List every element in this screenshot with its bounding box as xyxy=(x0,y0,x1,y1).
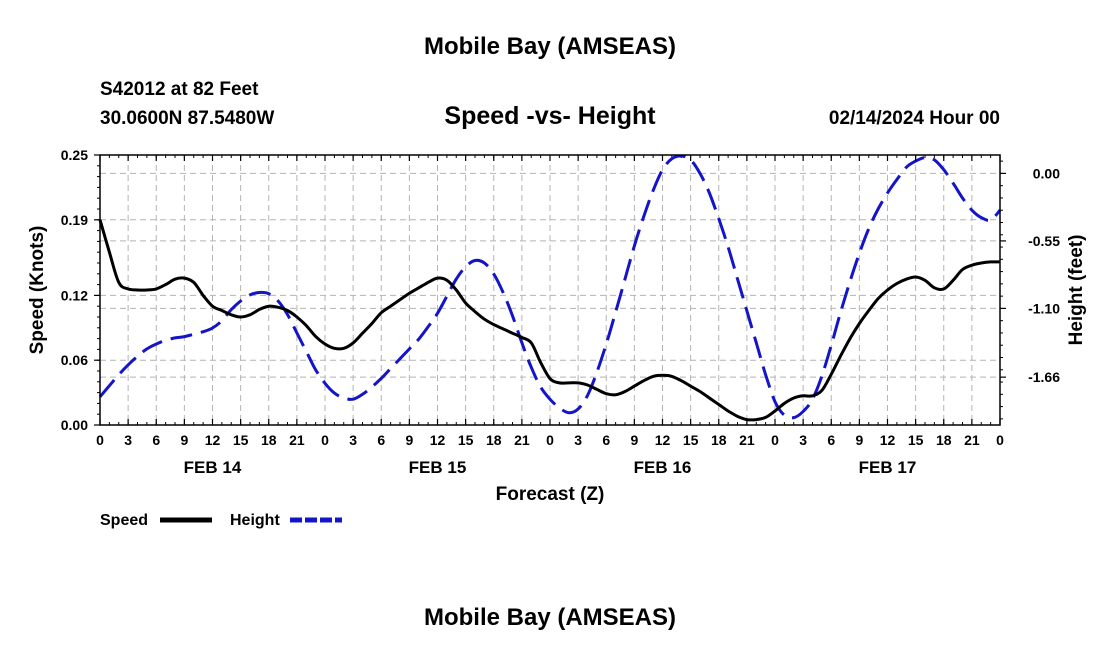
x-tick-label: 0 xyxy=(771,432,779,448)
day-label: FEB 15 xyxy=(409,458,467,477)
y-right-tick-label: -1.66 xyxy=(1028,369,1060,385)
x-tick-label: 3 xyxy=(574,432,582,448)
x-tick-label: 6 xyxy=(152,432,160,448)
x-tick-label: 18 xyxy=(936,432,952,448)
chart-subtitle: Speed -vs- Height xyxy=(444,102,656,130)
y-right-tick-label: -1.10 xyxy=(1028,300,1060,316)
x-tick-label: 15 xyxy=(233,432,249,448)
speed-series-line xyxy=(98,219,1001,422)
y-right-tick-label: -0.55 xyxy=(1028,233,1060,249)
x-tick-label: 21 xyxy=(739,432,755,448)
y-right-axis-ticks: 0.00 -0.55 -1.10 -1.66 xyxy=(1000,165,1060,385)
x-tick-label: 3 xyxy=(799,432,807,448)
x-tick-label: 18 xyxy=(486,432,502,448)
day-label: FEB 16 xyxy=(634,458,692,477)
x-axis-label: Forecast (Z) xyxy=(496,484,605,505)
legend-speed-label: Speed xyxy=(100,512,148,529)
x-tick-label: 15 xyxy=(683,432,699,448)
x-tick-label: 3 xyxy=(124,432,132,448)
grid xyxy=(100,155,1000,425)
x-tick-label: 21 xyxy=(289,432,305,448)
x-tick-label: 9 xyxy=(630,432,638,448)
y-left-tick-label: 0.12 xyxy=(61,287,88,303)
x-tick-label: 0 xyxy=(321,432,329,448)
x-tick-label: 6 xyxy=(377,432,385,448)
x-axis-ticks: 0 3 6 9 12 15 18 21 0 3 6 9 12 15 18 21 0 3 6 9 12 15 18 21 0 3 6 9… xyxy=(96,155,1004,448)
y-left-axis-label: Speed (Knots) xyxy=(27,226,48,355)
y-left-tick-label: 0.06 xyxy=(61,352,88,368)
y-left-axis-ticks: 0.00 0.06 0.12 0.19 0.25 xyxy=(61,147,100,433)
y-left-tick-label: 0.19 xyxy=(61,212,88,228)
day-labels: FEB 14 FEB 15 FEB 16 FEB 17 xyxy=(184,458,917,477)
x-tick-label: 3 xyxy=(349,432,357,448)
location-label: 30.0600N 87.5480W xyxy=(100,108,274,129)
y-right-axis-label: Height (feet) xyxy=(1066,235,1087,346)
x-tick-label: 12 xyxy=(205,432,221,448)
height-series-line xyxy=(98,154,1002,420)
day-label: FEB 14 xyxy=(184,458,242,477)
x-tick-label: 6 xyxy=(602,432,610,448)
x-tick-label: 6 xyxy=(827,432,835,448)
x-tick-label: 9 xyxy=(855,432,863,448)
x-tick-label: 15 xyxy=(458,432,474,448)
run-time-label: 02/14/2024 Hour 00 xyxy=(829,108,1000,129)
x-tick-label: 21 xyxy=(514,432,530,448)
x-tick-label: 12 xyxy=(655,432,671,448)
legend: Speed Height xyxy=(100,512,342,529)
x-tick-label: 9 xyxy=(180,432,188,448)
x-tick-label: 9 xyxy=(405,432,413,448)
x-tick-label: 12 xyxy=(880,432,896,448)
x-tick-label: 21 xyxy=(964,432,980,448)
x-tick-label: 0 xyxy=(546,432,554,448)
chart-title-repeat: Mobile Bay (AMSEAS) xyxy=(424,604,676,631)
x-tick-label: 18 xyxy=(261,432,277,448)
legend-height-label: Height xyxy=(230,512,280,529)
y-left-tick-label: 0.25 xyxy=(61,147,88,163)
x-tick-label: 0 xyxy=(996,432,1004,448)
y-left-tick-label: 0.00 xyxy=(61,417,88,433)
x-tick-label: 12 xyxy=(430,432,446,448)
day-label: FEB 17 xyxy=(859,458,917,477)
x-tick-label: 0 xyxy=(96,432,104,448)
x-tick-label: 15 xyxy=(908,432,924,448)
station-label: S42012 at 82 Feet xyxy=(100,79,259,100)
x-tick-label: 18 xyxy=(711,432,727,448)
chart-title: Mobile Bay (AMSEAS) xyxy=(424,33,676,60)
y-right-tick-label: 0.00 xyxy=(1033,165,1060,181)
